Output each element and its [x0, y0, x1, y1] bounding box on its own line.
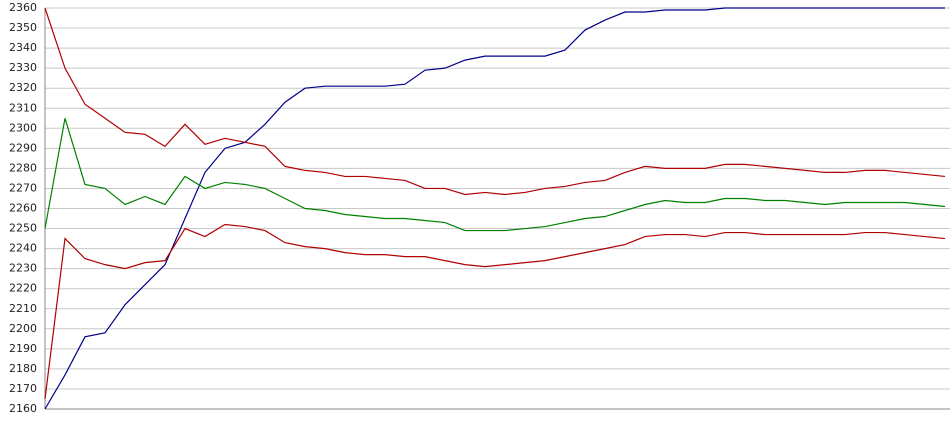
y-tick-label: 2200 [9, 322, 37, 335]
y-tick-label: 2160 [9, 402, 37, 415]
y-tick-label: 2190 [9, 342, 37, 355]
y-tick-label: 2330 [9, 61, 37, 74]
y-tick-label: 2180 [9, 362, 37, 375]
y-tick-label: 2280 [9, 161, 37, 174]
y-tick-label: 2230 [9, 262, 37, 275]
y-tick-label: 2210 [9, 302, 37, 315]
y-tick-label: 2360 [9, 1, 37, 14]
y-tick-label: 2240 [9, 242, 37, 255]
y-tick-label: 2340 [9, 41, 37, 54]
y-tick-label: 2300 [9, 121, 37, 134]
series-line [44, 118, 946, 232]
y-tick-label: 2260 [9, 202, 37, 215]
series-line [44, 7, 946, 196]
y-tick-label: 2220 [9, 282, 37, 295]
y-tick-label: 2250 [9, 222, 37, 235]
y-tick-label: 2170 [9, 382, 37, 395]
y-tick-label: 2310 [9, 101, 37, 114]
y-tick-label: 2270 [9, 181, 37, 194]
series-line [44, 223, 946, 400]
series-line [44, 7, 945, 410]
y-tick-label: 2290 [9, 141, 37, 154]
y-tick-label: 2320 [9, 81, 37, 94]
y-tick-label: 2350 [9, 21, 37, 34]
